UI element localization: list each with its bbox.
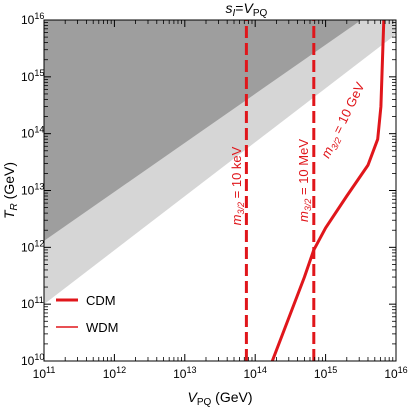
mass-annotation-1: m3/2 = 10 MeV <box>296 139 313 222</box>
tick-layer: 1011 1012 1013 1014 1015 10161010101110121013… <box>21 11 408 381</box>
shaded-regions <box>44 20 396 305</box>
x-tick-label: 1014 <box>244 365 267 381</box>
x-tick-label: 1011 <box>33 365 56 381</box>
x-tick-label: 1015 <box>314 365 337 381</box>
legend: CDM WDM <box>56 293 119 335</box>
legend-label-wdm: WDM <box>86 320 119 335</box>
y-tick-label: 1013 <box>21 182 44 198</box>
series-layer <box>244 20 386 361</box>
y-tick-label: 1012 <box>21 238 44 254</box>
mass-annotation-0: m3/2 = 10 keV <box>229 146 246 225</box>
shaded-region-1 <box>44 20 362 241</box>
cdm-curve <box>270 20 386 361</box>
x-tick-label: 1012 <box>103 365 126 381</box>
y-tick-label: 1010 <box>21 352 44 368</box>
mass-annotation-2: m3/2 = 10 GeV <box>318 80 369 162</box>
y-tick-label: 1016 <box>21 11 44 27</box>
top-label: sI=VPQ <box>226 0 268 19</box>
label-layer: VPQ (GeV) TR (GeV) sI=VPQ <box>1 0 268 408</box>
y-tick-label: 1014 <box>21 125 44 141</box>
x-tick-label: 1013 <box>173 365 196 381</box>
legend-label-cdm: CDM <box>86 293 116 308</box>
y-tick-label: 1015 <box>21 68 44 84</box>
x-tick-label: 1016 <box>384 365 407 381</box>
x-axis-label: VPQ (GeV) <box>187 389 252 408</box>
y-tick-label: 1011 <box>21 295 44 311</box>
y-axis-label: TR (GeV) <box>1 162 20 219</box>
